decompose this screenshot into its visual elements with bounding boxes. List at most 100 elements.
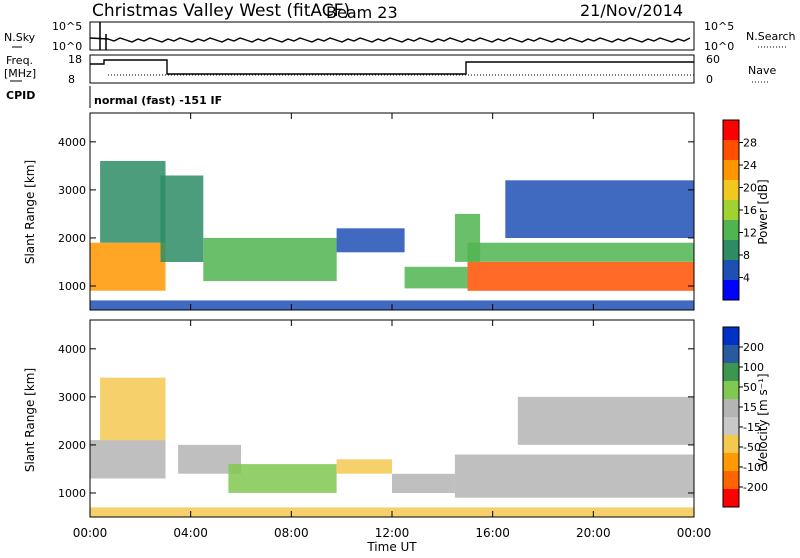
velocity-band-5 (392, 473, 455, 493)
power-colorbar-segment (723, 140, 739, 160)
power-colorbar-segment (723, 240, 739, 260)
velocity-colorbar-tick-label: -200 (743, 481, 768, 494)
power-ytick-label: 3000 (58, 184, 86, 197)
power-colorbar-tick-label: 16 (743, 204, 757, 217)
nsearch-tick-top: 10^5 (704, 20, 734, 33)
power-colorbar-label: Power [dB] (756, 179, 770, 244)
velocity-colorbar-segment (723, 471, 739, 489)
power-ytick-label: 4000 (58, 136, 86, 149)
power-colorbar-segment (723, 260, 739, 280)
power-band-2 (160, 175, 204, 262)
velocity-colorbar: 200 100 50 15 -15 -50 -100 -200 (722, 326, 768, 508)
freq-tick-top: 18 (68, 53, 82, 66)
velocity-colorbar-tick-label: -50 (743, 441, 761, 454)
nsky-tick-bottom: 10^0 (52, 40, 82, 53)
velocity-ytick-label: 4000 (58, 343, 86, 356)
power-band-3 (203, 237, 337, 282)
nsky-trace (89, 37, 691, 43)
velocity-band-3 (228, 464, 337, 493)
power-colorbar-tick-label: 28 (743, 137, 757, 150)
velocity-colorbar-segment (723, 417, 739, 435)
velocity-colorbar-segment (723, 489, 739, 507)
power-band-0 (90, 242, 166, 291)
freq-unit: [MHz] (4, 67, 36, 80)
nsky-panel-frame (89, 21, 695, 51)
power-band-7 (467, 262, 694, 291)
x-axis-ticks: 00:00 04:00 08:00 12:00 16:00 20:00 00:00 (73, 113, 712, 540)
power-colorbar-tick-label: 8 (743, 249, 750, 262)
nave-tick-top: 60 (706, 53, 720, 66)
x-tick-label: 16:00 (475, 526, 510, 540)
velocity-ytick-label: 2000 (58, 439, 86, 452)
velocity-band-6 (454, 454, 694, 498)
power-colorbar-segment (723, 180, 739, 200)
plot-title: Christmas Valley West (fitACF) (92, 1, 350, 21)
power-band-1 (100, 161, 166, 243)
nsearch-tick-bottom: 10^0 (704, 40, 734, 53)
x-tick-label: 08:00 (274, 526, 309, 540)
power-ytick-label: 2000 (58, 232, 86, 245)
power-band-4 (336, 228, 405, 253)
x-axis-label: Time UT (366, 540, 417, 554)
nave-tick-bottom: 0 (706, 73, 713, 86)
power-colorbar-segment (723, 200, 739, 220)
power-colorbar-segment (723, 120, 739, 140)
velocity-colorbar-segment (723, 381, 739, 399)
velocity-colorbar-segment (723, 435, 739, 453)
velocity-colorbar-frame (722, 326, 740, 508)
velocity-heatmap-bands (90, 377, 694, 517)
velocity-colorbar-tick-label: -15 (743, 421, 761, 434)
velocity-colorbar-tick-label: 50 (743, 381, 757, 394)
velocity-band-0 (90, 440, 166, 479)
x-tick-label: 04:00 (173, 526, 208, 540)
x-tick-label: 12:00 (375, 526, 410, 540)
nsky-tick-top: 10^5 (52, 20, 82, 33)
power-colorbar-segment (723, 220, 739, 240)
power-colorbar-tick-label: 20 (743, 182, 757, 195)
velocity-colorbar-segment (723, 399, 739, 417)
velocity-y-axis-label: Slant Range [km] (23, 368, 37, 472)
beam-label: Beam 23 (326, 3, 398, 22)
velocity-colorbar-tick-label: -100 (743, 461, 768, 474)
velocity-ytick-label: 1000 (58, 487, 86, 500)
power-ytick-label: 1000 (58, 280, 86, 293)
power-colorbar-tick-label: 12 (743, 227, 757, 240)
cpid-text: normal (fast) -151 IF (94, 94, 222, 107)
power-colorbar: 4 8 12 16 20 24 28 (722, 119, 757, 301)
velocity-band-1 (100, 377, 166, 441)
velocity-colorbar-segment (723, 363, 739, 381)
velocity-band-7 (517, 396, 694, 445)
x-tick-label: 20:00 (576, 526, 611, 540)
velocity-colorbar-tick-label: 200 (743, 341, 764, 354)
velocity-colorbar-tick-label: 100 (743, 361, 764, 374)
power-band-5 (404, 266, 468, 289)
velocity-colorbar-label: Velocity [m s⁻¹] (756, 373, 770, 466)
nsearch-label: N.Search (746, 30, 796, 43)
nsky-label: N.Sky (4, 31, 36, 44)
velocity-colorbar-segment (723, 453, 739, 471)
power-heatmap-bands (90, 161, 695, 310)
power-colorbar-segment (723, 160, 739, 180)
power-band-8 (467, 242, 694, 262)
cpid-label: CPID (6, 89, 35, 102)
x-tick-label: 00:00 (73, 526, 108, 540)
velocity-colorbar-segment (723, 345, 739, 363)
velocity-band-4 (336, 459, 392, 474)
power-colorbar-tick-label: 24 (743, 159, 757, 172)
velocity-ytick-label: 3000 (58, 391, 86, 404)
freq-trace (90, 59, 694, 75)
x-tick-label: 00:00 (677, 526, 712, 540)
power-y-ticks: 1000 2000 3000 4000 (58, 136, 694, 293)
velocity-y-ticks: 1000 2000 3000 4000 (58, 343, 694, 500)
freq-tick-bottom: 8 (68, 73, 75, 86)
nave-label: Nave (748, 64, 776, 77)
power-colorbar-tick-label: 4 (743, 272, 750, 285)
freq-panel-frame (89, 54, 695, 84)
freq-label: Freq. (6, 54, 33, 67)
power-y-axis-label: Slant Range [km] (23, 160, 37, 264)
power-band-9 (505, 180, 695, 238)
date-label: 21/Nov/2014 (580, 1, 683, 20)
power-colorbar-segment (723, 280, 739, 300)
velocity-colorbar-segment (723, 327, 739, 345)
